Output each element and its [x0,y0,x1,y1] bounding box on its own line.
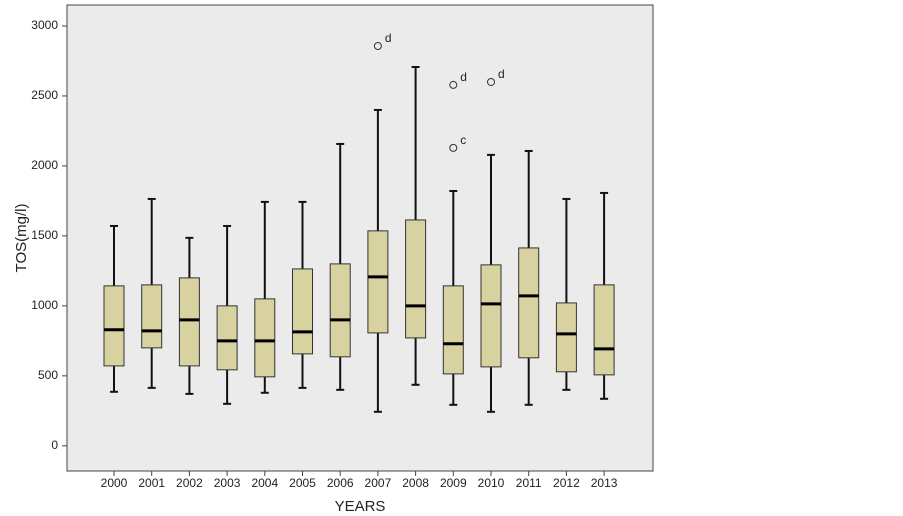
box [141,284,163,349]
box [367,230,389,334]
outlier [487,77,495,86]
y-tick-label: 1500 [31,228,58,242]
x-tick-label: 2008 [402,476,429,490]
y-tick-label: 0 [51,438,58,452]
box [405,219,427,339]
y-axis-title: TOS(mg/l) [13,204,30,273]
box [254,298,276,378]
x-tick-label: 2003 [214,476,241,490]
outlier-label: d [385,31,392,45]
box [518,247,540,359]
x-axis-title: YEARS [335,498,386,515]
y-tick-label: 1000 [31,298,58,312]
box [329,263,351,358]
plot-area [66,4,654,472]
x-tick-label: 2002 [176,476,203,490]
outlier [449,80,458,89]
outlier-label: c [460,133,466,147]
box [292,268,313,355]
y-tick-label: 500 [38,368,58,382]
y-tick-label: 2000 [31,158,58,172]
x-tick-label: 2013 [591,476,618,490]
outlier [449,143,458,152]
y-tick-label: 3000 [31,18,58,32]
y-tick-label: 2500 [31,88,58,102]
box [103,285,125,367]
x-tick-label: 2004 [251,476,278,490]
box [216,305,238,371]
x-tick-label: 2007 [365,476,392,490]
box [178,277,200,367]
x-tick-label: 2011 [516,476,542,490]
box [442,285,464,375]
x-tick-label: 2009 [440,476,467,490]
box [480,264,502,368]
x-tick-label: 2001 [138,476,165,490]
x-tick-label: 2010 [478,476,505,490]
box [593,284,615,376]
outlier-label: d [460,70,467,84]
box [555,302,577,373]
x-tick-label: 2006 [327,476,354,490]
x-tick-label: 2000 [101,476,128,490]
outlier [373,42,382,51]
x-tick-label: 2005 [289,476,316,490]
outlier-label: d [498,67,505,81]
x-tick-label: 2012 [553,476,580,490]
